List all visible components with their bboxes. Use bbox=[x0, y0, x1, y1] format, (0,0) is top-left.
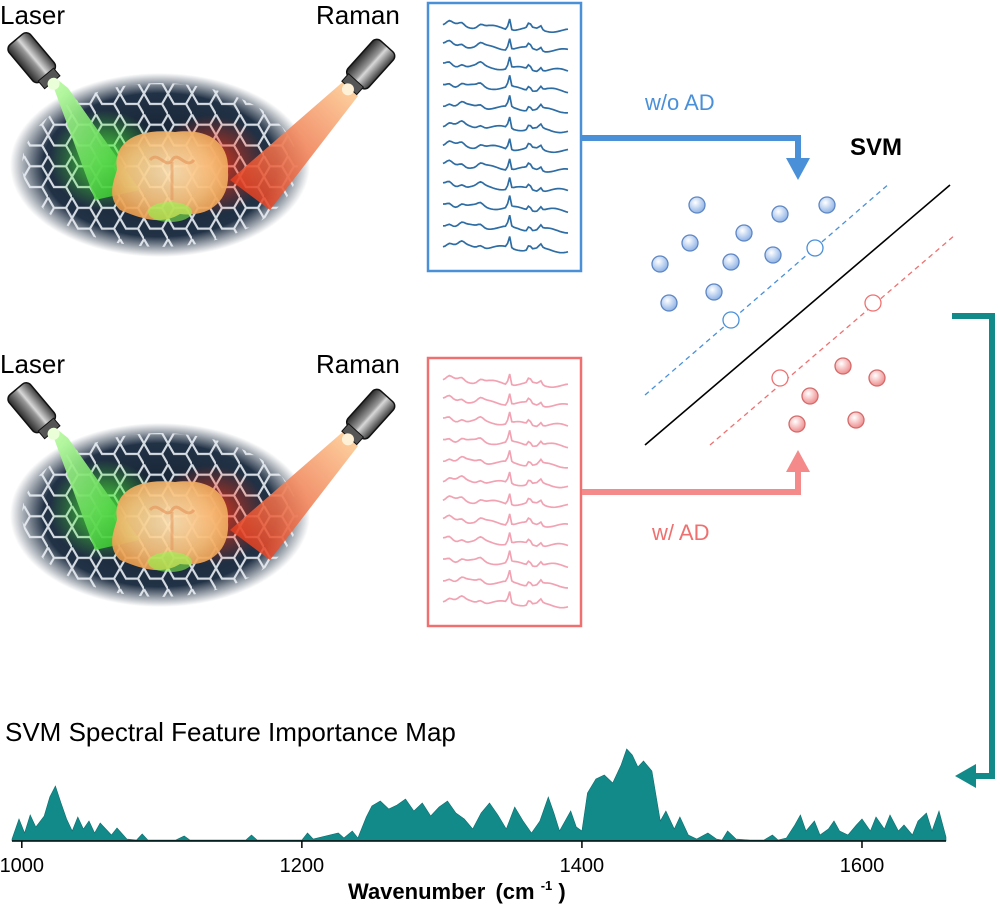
spectrum-trace bbox=[442, 373, 569, 389]
feature-importance-chart: 1000 1200 1400 1600 bbox=[0, 748, 947, 877]
spectrum-trace bbox=[442, 116, 569, 134]
spectrum-trace bbox=[442, 18, 569, 34]
bottom-sample-scene bbox=[4, 378, 399, 609]
svm-point-without-ad bbox=[722, 253, 740, 271]
without-ad-label: w/o AD bbox=[644, 90, 715, 115]
svm-support-vector-with-ad bbox=[864, 294, 882, 312]
svm-points bbox=[651, 196, 886, 433]
svm-support-vector-without-ad bbox=[806, 239, 824, 257]
arrow-with-ad bbox=[582, 450, 810, 495]
svm-point-with-ad bbox=[847, 411, 865, 429]
svm-point-without-ad bbox=[688, 196, 706, 214]
arrow-without-ad bbox=[582, 135, 810, 180]
svm-point-with-ad bbox=[834, 357, 852, 375]
top-laser-label: Laser bbox=[0, 0, 65, 30]
spectrum-trace bbox=[442, 95, 569, 114]
spectrum-trace bbox=[442, 393, 569, 408]
svm-margin-with-ad bbox=[709, 234, 956, 446]
svm-point-without-ad bbox=[681, 234, 699, 252]
chart-title: SVM Spectral Feature Importance Map bbox=[5, 717, 456, 747]
svm-point-without-ad bbox=[735, 224, 753, 242]
bottom-raman-label: Raman bbox=[316, 349, 400, 379]
svm-point-without-ad bbox=[651, 255, 669, 273]
spectrum-trace bbox=[442, 411, 569, 428]
spectrum-trace bbox=[442, 532, 569, 548]
spectrum-trace bbox=[442, 236, 569, 254]
spectra-stack-with-ad bbox=[442, 373, 569, 609]
svm-point-without-ad bbox=[764, 246, 782, 264]
spectrum-trace bbox=[443, 195, 569, 214]
spectrum-trace bbox=[442, 75, 569, 94]
with-ad-label: w/ AD bbox=[651, 520, 709, 545]
spectrum-trace bbox=[442, 471, 569, 489]
spectrum-trace bbox=[442, 158, 569, 173]
svm-point-with-ad bbox=[868, 369, 886, 387]
x-tick-label: 1600 bbox=[840, 855, 885, 877]
spectrum-trace bbox=[442, 591, 569, 609]
svm-point-with-ad bbox=[801, 387, 819, 405]
x-axis-label: Wavenumber (cm -1 ) bbox=[348, 870, 566, 904]
svm-margin-without-ad bbox=[644, 182, 891, 396]
spectrum-trace bbox=[442, 450, 569, 469]
spectrum-trace bbox=[442, 569, 569, 589]
x-axis-label-close: ) bbox=[558, 879, 565, 904]
bottom-laser-label: Laser bbox=[0, 349, 65, 379]
top-sample-scene bbox=[4, 28, 399, 259]
svm-point-without-ad bbox=[660, 294, 678, 312]
importance-area-series bbox=[11, 748, 947, 842]
svm-point-with-ad bbox=[788, 415, 806, 433]
top-raman-label: Raman bbox=[316, 0, 400, 30]
svm-point-without-ad bbox=[771, 205, 789, 223]
spectrum-trace bbox=[442, 56, 569, 73]
svm-support-vector-with-ad bbox=[771, 369, 789, 387]
x-tick-label: 1400 bbox=[560, 855, 605, 877]
x-axis-label-unit: (cm bbox=[495, 879, 534, 904]
spectrum-trace bbox=[442, 38, 569, 53]
spectrum-trace bbox=[442, 138, 569, 154]
svm-support-vector-without-ad bbox=[722, 311, 740, 329]
svm-decision-boundary bbox=[644, 184, 951, 446]
spectrum-trace bbox=[442, 177, 569, 193]
spectrum-trace bbox=[442, 430, 569, 449]
spectrum-trace bbox=[443, 550, 569, 569]
spectrum-trace bbox=[442, 493, 569, 509]
spectrum-trace bbox=[442, 214, 569, 234]
svm-title: SVM bbox=[850, 134, 902, 161]
teal-connector-arrow bbox=[952, 313, 995, 788]
spectra-stack-without-ad bbox=[442, 18, 569, 254]
svm-point-without-ad bbox=[818, 196, 836, 214]
x-tick-label: 1200 bbox=[280, 855, 325, 877]
x-axis-label-superscript: -1 bbox=[541, 878, 553, 893]
svm-point-without-ad bbox=[705, 283, 723, 301]
spectrum-trace bbox=[442, 513, 569, 528]
x-tick-label: 1000 bbox=[0, 855, 44, 877]
x-axis-label-main: Wavenumber bbox=[348, 879, 486, 904]
